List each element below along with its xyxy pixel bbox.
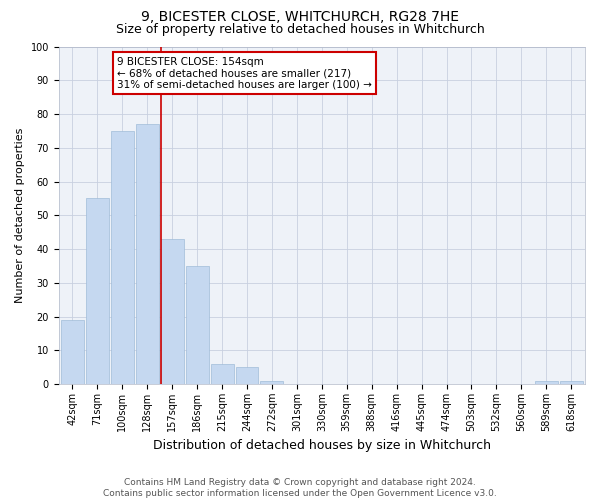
Bar: [236, 367, 259, 384]
Bar: [111, 131, 134, 384]
Bar: [260, 380, 283, 384]
Bar: [560, 380, 583, 384]
Text: 9 BICESTER CLOSE: 154sqm
← 68% of detached houses are smaller (217)
31% of semi-: 9 BICESTER CLOSE: 154sqm ← 68% of detach…: [117, 56, 372, 90]
Text: 9, BICESTER CLOSE, WHITCHURCH, RG28 7HE: 9, BICESTER CLOSE, WHITCHURCH, RG28 7HE: [141, 10, 459, 24]
Bar: [535, 380, 558, 384]
Bar: [86, 198, 109, 384]
Bar: [211, 364, 233, 384]
Text: Size of property relative to detached houses in Whitchurch: Size of property relative to detached ho…: [116, 22, 484, 36]
X-axis label: Distribution of detached houses by size in Whitchurch: Distribution of detached houses by size …: [153, 440, 491, 452]
Bar: [161, 239, 184, 384]
Bar: [61, 320, 84, 384]
Y-axis label: Number of detached properties: Number of detached properties: [15, 128, 25, 303]
Bar: [185, 266, 209, 384]
Bar: [136, 124, 158, 384]
Text: Contains HM Land Registry data © Crown copyright and database right 2024.
Contai: Contains HM Land Registry data © Crown c…: [103, 478, 497, 498]
